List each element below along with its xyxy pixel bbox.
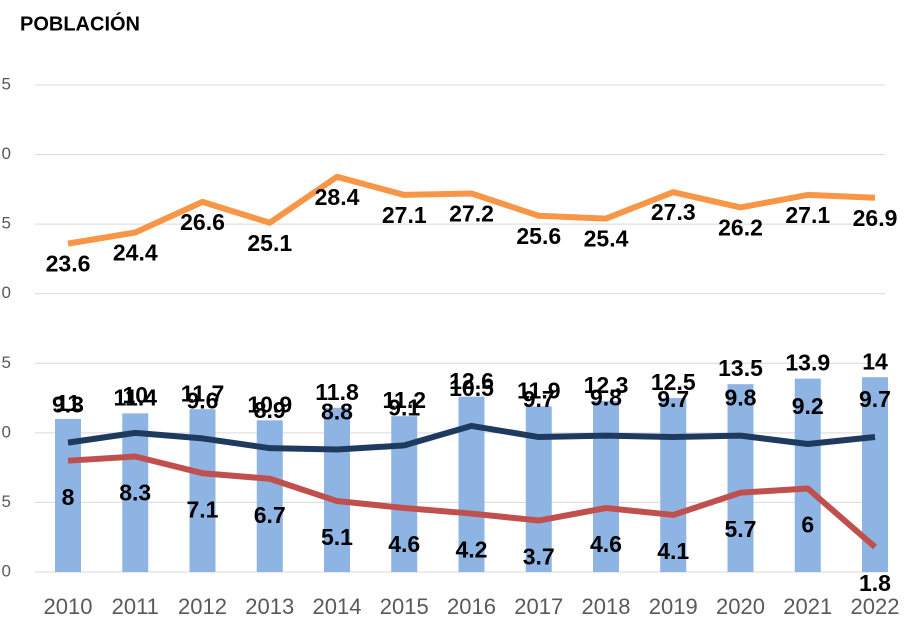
x-tick-label: 2014 bbox=[313, 594, 362, 619]
y-tick-label: 0 bbox=[2, 422, 11, 441]
x-tick-label: 2010 bbox=[44, 594, 93, 619]
data-label: 9.1 bbox=[388, 394, 420, 420]
data-label: 9.2 bbox=[792, 393, 824, 419]
y-tick-label: 0 bbox=[2, 283, 11, 302]
data-label: 9.6 bbox=[187, 388, 219, 414]
data-label: 10.5 bbox=[449, 375, 494, 401]
data-label: 6 bbox=[801, 512, 814, 538]
data-label: 27.2 bbox=[449, 201, 494, 227]
data-label: 27.1 bbox=[382, 202, 427, 228]
data-label: 12.6 bbox=[449, 368, 494, 394]
bar bbox=[189, 409, 216, 572]
data-label: 10.9 bbox=[247, 391, 292, 417]
y-tick-label: 0 bbox=[2, 561, 11, 580]
data-label: 27.3 bbox=[651, 199, 696, 225]
y-tick-label: 5 bbox=[2, 353, 11, 372]
data-label: 9.7 bbox=[523, 386, 555, 412]
data-label: 12.3 bbox=[584, 372, 629, 398]
data-label: 11.2 bbox=[383, 387, 427, 413]
data-label: 4.6 bbox=[388, 531, 420, 557]
data-label: 26.6 bbox=[180, 209, 225, 235]
data-label: 26.2 bbox=[718, 215, 763, 241]
data-label: 12.5 bbox=[651, 369, 696, 395]
data-label: 24.4 bbox=[113, 240, 158, 266]
data-label: 28.4 bbox=[315, 184, 360, 210]
x-tick-label: 2016 bbox=[447, 594, 496, 619]
y-tick-label: 5 bbox=[2, 214, 11, 233]
x-tick-label: 2013 bbox=[245, 594, 294, 619]
data-label: 5.7 bbox=[725, 516, 757, 542]
x-tick-label: 2019 bbox=[649, 594, 698, 619]
data-label: 11.7 bbox=[181, 380, 225, 406]
data-label: 11.9 bbox=[517, 377, 561, 403]
data-label: 4.6 bbox=[590, 531, 622, 557]
data-label: 8.8 bbox=[321, 399, 353, 425]
data-label: 27.1 bbox=[785, 202, 830, 228]
data-label: 5.1 bbox=[321, 524, 353, 550]
data-label: 26.9 bbox=[853, 205, 898, 231]
data-label: 1.8 bbox=[859, 570, 891, 596]
x-tick-label: 2021 bbox=[783, 594, 832, 619]
data-label: 8 bbox=[62, 484, 75, 510]
data-label: 9.8 bbox=[725, 385, 757, 411]
bar bbox=[794, 378, 821, 572]
data-label: 25.1 bbox=[247, 230, 292, 256]
data-label: 14 bbox=[862, 348, 888, 374]
data-label: 3.7 bbox=[523, 544, 555, 570]
data-label: 4.1 bbox=[657, 538, 689, 564]
line bbox=[67, 422, 876, 453]
data-label: 8.9 bbox=[254, 397, 286, 423]
bar bbox=[593, 400, 619, 572]
data-label: 11 bbox=[56, 390, 81, 416]
data-label: 7.1 bbox=[187, 496, 219, 522]
bar bbox=[324, 407, 350, 572]
data-label: 10 bbox=[122, 382, 148, 408]
data-label: 9.7 bbox=[859, 386, 891, 412]
data-label: 6.7 bbox=[254, 502, 286, 528]
data-label: 23.6 bbox=[46, 251, 91, 277]
bar bbox=[660, 398, 687, 572]
data-label: 9.7 bbox=[657, 386, 689, 412]
x-tick-label: 2015 bbox=[380, 594, 429, 619]
data-label: 4.2 bbox=[456, 537, 488, 563]
data-label: 8.3 bbox=[119, 480, 151, 506]
y-tick-label: 5 bbox=[2, 74, 11, 93]
data-label: 11.4 bbox=[114, 384, 158, 410]
bar bbox=[256, 420, 283, 572]
x-tick-label: 2022 bbox=[851, 594, 900, 619]
x-tick-label: 2018 bbox=[582, 594, 631, 619]
data-label: 25.4 bbox=[584, 226, 629, 252]
bar bbox=[55, 418, 81, 572]
data-label: 11.8 bbox=[315, 379, 359, 405]
line bbox=[67, 453, 877, 550]
bar bbox=[122, 413, 149, 572]
x-tick-label: 2012 bbox=[178, 594, 227, 619]
bar bbox=[727, 384, 754, 572]
data-label: 9.3 bbox=[52, 392, 84, 418]
data-label: 13.9 bbox=[785, 350, 830, 376]
data-label: 9.8 bbox=[590, 385, 622, 411]
data-label: 13.5 bbox=[718, 355, 763, 381]
x-tick-label: 2017 bbox=[514, 594, 563, 619]
y-tick-label: 0 bbox=[2, 144, 11, 163]
x-tick-label: 2011 bbox=[112, 594, 159, 619]
line bbox=[67, 173, 876, 247]
x-tick-label: 2020 bbox=[716, 594, 765, 619]
data-label: 25.6 bbox=[516, 223, 561, 249]
y-tick-label: 5 bbox=[2, 492, 11, 511]
chart-title: POBLACIÓN bbox=[20, 11, 140, 35]
